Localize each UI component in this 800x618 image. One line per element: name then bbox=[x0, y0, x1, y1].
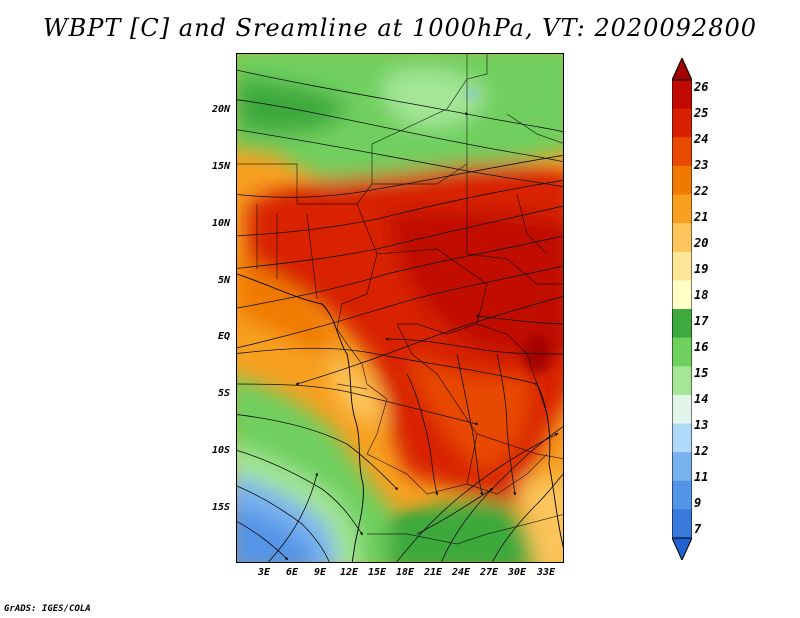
colorbar-label: 13 bbox=[694, 418, 709, 432]
colorbar-label: 20 bbox=[694, 236, 709, 250]
lat-tick-label: EQ bbox=[217, 331, 230, 342]
colorbar-cell bbox=[672, 480, 692, 510]
colorbar-label: 25 bbox=[694, 106, 709, 120]
streamlines bbox=[237, 69, 563, 562]
colorbar-cell bbox=[672, 194, 692, 224]
colorbar-cell bbox=[672, 423, 692, 453]
lon-tick-label: 24E bbox=[451, 567, 471, 578]
colorbar-label: 19 bbox=[694, 262, 709, 276]
colorbar-label: 24 bbox=[694, 132, 709, 146]
lat-tick-label: 15S bbox=[211, 502, 230, 513]
colorbar-cell bbox=[672, 108, 692, 138]
lon-tick-label: 18E bbox=[395, 567, 415, 578]
colorbar-label: 7 bbox=[694, 522, 702, 536]
lon-tick-label: 33E bbox=[536, 567, 556, 578]
lon-tick-label: 21E bbox=[423, 567, 443, 578]
colorbar-label: 18 bbox=[694, 288, 709, 302]
colorbar-outline bbox=[672, 58, 692, 560]
colorbar-cell bbox=[672, 394, 692, 424]
colorbar-cell bbox=[672, 165, 692, 195]
map-panel bbox=[236, 53, 564, 563]
colorbar-cell bbox=[672, 251, 692, 281]
colorbar-label: 21 bbox=[694, 210, 709, 224]
lat-tick-label: 15N bbox=[211, 161, 230, 172]
lon-tick-label: 27E bbox=[479, 567, 499, 578]
colorbar-label: 22 bbox=[694, 184, 709, 198]
colorbar-label: 14 bbox=[694, 392, 709, 406]
colorbar-label: 9 bbox=[694, 496, 702, 510]
lat-tick-label: 5N bbox=[217, 275, 230, 286]
colorbar-cell bbox=[672, 337, 692, 367]
country-borders bbox=[237, 54, 563, 545]
colorbar-cell bbox=[672, 366, 692, 396]
colorbar-cell bbox=[672, 137, 692, 167]
lon-tick-label: 9E bbox=[313, 567, 327, 578]
colorbar-cell bbox=[672, 538, 692, 560]
colorbar-cell bbox=[672, 309, 692, 339]
lon-tick-label: 3E bbox=[257, 567, 271, 578]
colorbar-label: 15 bbox=[694, 366, 709, 380]
colorbar-label: 23 bbox=[694, 158, 709, 172]
lon-tick-label: 12E bbox=[339, 567, 359, 578]
lat-tick-label: 10S bbox=[211, 445, 230, 456]
lon-tick-label: 15E bbox=[367, 567, 387, 578]
lat-tick-label: 5S bbox=[217, 388, 230, 399]
footer-credit: GrADS: IGES/COLA bbox=[4, 604, 91, 614]
colorbar-cell bbox=[672, 223, 692, 253]
coastline bbox=[237, 273, 563, 562]
colorbar-label: 17 bbox=[694, 314, 709, 328]
colorbar-cell bbox=[672, 452, 692, 482]
colorbar-label: 26 bbox=[694, 80, 709, 94]
colorbar-label: 11 bbox=[694, 470, 709, 484]
lon-tick-label: 30E bbox=[507, 567, 527, 578]
lon-tick-label: 6E bbox=[285, 567, 299, 578]
lat-tick-label: 10N bbox=[211, 218, 230, 229]
colorbar-cell bbox=[672, 58, 692, 80]
lat-tick-label: 20N bbox=[211, 104, 230, 115]
chart-title: WBPT [C] and Sreamline at 1000hPa, VT: 2… bbox=[42, 14, 758, 42]
colorbar-label: 16 bbox=[694, 340, 709, 354]
colorbar bbox=[672, 58, 692, 560]
map-svg bbox=[237, 54, 563, 562]
colorbar-cell bbox=[672, 280, 692, 310]
colorbar-cells bbox=[672, 58, 692, 560]
colorbar-cell bbox=[672, 80, 692, 110]
colorbar-label: 12 bbox=[694, 444, 709, 458]
colorbar-cell bbox=[672, 509, 692, 539]
